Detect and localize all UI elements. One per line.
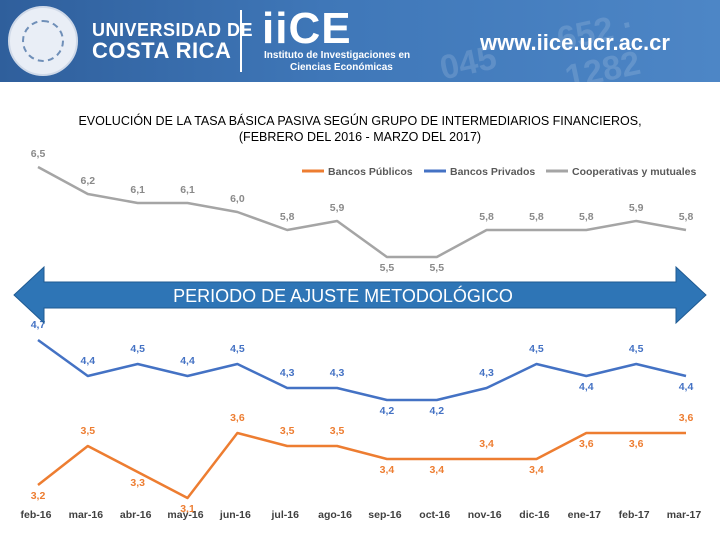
data-label-cooperativas: 6,0 xyxy=(230,193,245,205)
data-label-cooperativas: 5,9 xyxy=(629,202,644,214)
institute-name-line2: Ciencias Económicas xyxy=(290,62,393,73)
data-label-privados: 4,4 xyxy=(81,355,96,367)
data-label-publicos: 3,4 xyxy=(479,438,494,450)
data-label-privados: 4,5 xyxy=(230,343,245,355)
data-label-publicos: 3,4 xyxy=(429,464,444,476)
data-label-publicos: 3,5 xyxy=(280,425,295,437)
data-label-publicos: 3,6 xyxy=(579,438,594,450)
data-label-privados: 4,3 xyxy=(280,367,295,379)
x-tick-label: ene-17 xyxy=(568,509,601,521)
legend-label-cooperativas: Cooperativas y mutuales xyxy=(572,166,696,178)
data-label-cooperativas: 5,8 xyxy=(529,211,544,223)
data-label-publicos: 3,5 xyxy=(81,425,96,437)
series-line-privados xyxy=(37,338,687,402)
x-tick-label: jun-16 xyxy=(219,509,251,521)
double-arrow-shape xyxy=(13,265,707,325)
university-name-line2: COSTA RICA xyxy=(92,38,232,63)
x-tick-label: oct-16 xyxy=(419,509,450,521)
data-label-publicos: 3,1 xyxy=(180,503,195,515)
data-label-cooperativas: 6,2 xyxy=(81,175,96,187)
data-label-cooperativas: 5,8 xyxy=(679,211,694,223)
x-tick-label: nov-16 xyxy=(468,509,502,521)
data-label-privados: 4,2 xyxy=(429,405,444,417)
data-label-cooperativas: 6,1 xyxy=(180,184,195,196)
data-label-privados: 4,4 xyxy=(180,355,195,367)
annotation-label: PERIODO DE AJUSTE METODOLÓGICO xyxy=(173,285,513,306)
x-tick-label: abr-16 xyxy=(120,509,152,521)
data-label-cooperativas: 5,9 xyxy=(330,202,345,214)
header-banner: 652 · 1282 045 UNIVERSIDAD DE COSTA RICA… xyxy=(0,0,720,82)
chart-title-line2: (FEBRERO DEL 2016 - MARZO DEL 2017) xyxy=(238,130,482,144)
chart-title-line1: EVOLUCIÓN DE LA TASA BÁSICA PASIVA SEGÚN… xyxy=(78,114,642,128)
x-tick-label: mar-16 xyxy=(69,509,104,521)
x-tick-label: feb-16 xyxy=(21,509,52,521)
data-label-privados: 4,5 xyxy=(130,343,145,355)
x-tick-label: mar-17 xyxy=(667,509,702,521)
data-label-publicos: 3,6 xyxy=(679,412,694,424)
data-label-publicos: 3,4 xyxy=(529,464,544,476)
data-label-privados: 4,5 xyxy=(629,343,644,355)
data-label-privados: 4,5 xyxy=(529,343,544,355)
x-tick-label: dic-16 xyxy=(519,509,550,521)
data-label-cooperativas: 6,1 xyxy=(130,184,145,196)
data-label-privados: 4,3 xyxy=(330,367,345,379)
data-label-publicos: 3,2 xyxy=(31,490,46,502)
data-label-publicos: 3,3 xyxy=(130,477,145,489)
website-url[interactable]: www.iice.ucr.ac.cr xyxy=(480,30,670,55)
data-label-cooperativas: 5,5 xyxy=(429,262,444,274)
data-label-cooperativas: 6,5 xyxy=(31,148,46,160)
series-line-publicos xyxy=(37,431,686,500)
legend-label-privados: Bancos Privados xyxy=(450,166,535,178)
university-name-line1: UNIVERSIDAD DE xyxy=(92,20,254,40)
data-label-publicos: 3,5 xyxy=(330,425,345,437)
data-label-privados: 4,4 xyxy=(579,381,594,393)
data-label-publicos: 3,6 xyxy=(629,438,644,450)
header-divider xyxy=(240,10,242,72)
x-tick-label: ago-16 xyxy=(318,509,352,521)
x-tick-label: jul-16 xyxy=(271,509,300,521)
series-line-cooperativas xyxy=(37,165,687,259)
university-seal-icon xyxy=(8,6,78,76)
data-label-privados: 4,7 xyxy=(31,319,46,331)
data-label-cooperativas: 5,8 xyxy=(280,211,295,223)
x-tick-label: sep-16 xyxy=(368,509,401,521)
legend-label-publicos: Bancos Públicos xyxy=(328,166,413,178)
data-label-publicos: 3,4 xyxy=(380,464,395,476)
iice-logo: iiCE xyxy=(262,4,352,53)
data-label-cooperativas: 5,8 xyxy=(579,211,594,223)
data-label-privados: 4,3 xyxy=(479,367,494,379)
institute-name-line1: Instituto de Investigaciones en xyxy=(264,50,411,61)
data-label-privados: 4,4 xyxy=(679,381,694,393)
x-tick-label: may-16 xyxy=(167,509,203,521)
data-label-publicos: 3,6 xyxy=(230,412,245,424)
data-label-cooperativas: 5,8 xyxy=(479,211,494,223)
x-tick-label: feb-17 xyxy=(619,509,650,521)
data-label-cooperativas: 5,5 xyxy=(380,262,395,274)
data-label-privados: 4,2 xyxy=(380,405,395,417)
